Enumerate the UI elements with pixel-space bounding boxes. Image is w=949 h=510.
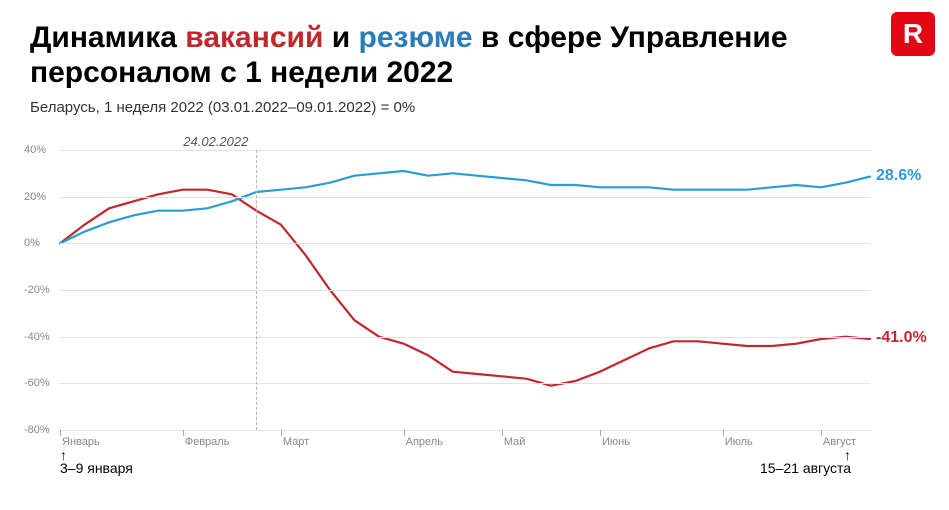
series-end-label-вакансии: -41.0% [876,329,927,347]
title-highlight-resumes: резюме [359,21,473,54]
start-range-note: ↑ 3–9 января [60,450,133,476]
page-title: Динамика вакансий и резюме в сфере Управ… [30,20,850,91]
end-range-note: ↑15–21 августа [760,450,851,476]
logo-badge: R [891,12,935,56]
y-axis-tick-label: -40% [24,331,50,343]
start-range-text: 3–9 января [60,460,133,476]
x-axis-tick-label: Июль [723,436,751,448]
y-axis-tick-label: -80% [24,424,50,436]
chart-series-вакансии [60,190,870,386]
y-axis-tick-label: -60% [24,377,50,389]
x-axis-tick-label: Февраль [183,436,228,448]
y-axis-tick-label: 20% [24,191,46,203]
y-axis-tick-label: 0% [24,237,40,249]
reference-date-label: 24.02.2022 [183,134,256,149]
series-end-label-резюме: 28.6% [876,167,921,185]
line-chart: -80%-60%-40%-20%0%20%40%24.02.2022Январь… [60,150,870,430]
x-axis-tick-label: Июнь [600,436,628,448]
x-axis-tick-label: Апрель [404,436,441,448]
y-axis-tick-label: 40% [24,144,46,156]
root: R Динамика вакансий и резюме в сфере Упр… [0,0,949,510]
title-highlight-vacancies: вакансий [185,21,323,54]
x-axis-tick-label: Март [281,436,307,448]
chart-series-резюме [60,171,870,243]
title-text-2: и [323,21,358,54]
reference-date-line [256,150,257,430]
title-text-1: Динамика [30,21,185,54]
end-range-text: 15–21 августа [760,460,851,476]
x-axis-tick-label: Май [502,436,524,448]
subtitle: Беларусь, 1 неделя 2022 (03.01.2022–09.0… [30,99,919,116]
y-axis-tick-label: -20% [24,284,50,296]
